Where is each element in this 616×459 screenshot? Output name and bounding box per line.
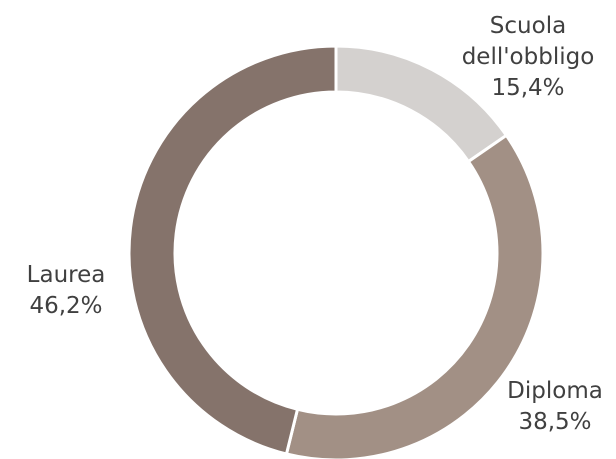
labels-group: Scuola dell'obbligo 15,4% Diploma 38,5% Laure…: [27, 13, 603, 435]
slice-laurea: [127, 44, 338, 456]
data-label-laurea: Laurea 46,2%: [27, 262, 106, 319]
data-label-category: Diploma: [507, 378, 603, 404]
data-label-value: 15,4%: [491, 75, 564, 101]
slices-group: [127, 44, 545, 459]
data-label-value: 38,5%: [518, 409, 591, 435]
data-label-category: dell'obbligo: [462, 44, 595, 70]
data-label-scuola-dell-obbligo: Scuola dell'obbligo 15,4%: [462, 13, 595, 101]
data-label-value: 46,2%: [29, 293, 102, 319]
data-label-category: Scuola: [490, 13, 566, 39]
data-label-diploma: Diploma 38,5%: [507, 378, 603, 435]
slice-diploma: [284, 133, 545, 459]
data-label-category: Laurea: [27, 262, 106, 288]
